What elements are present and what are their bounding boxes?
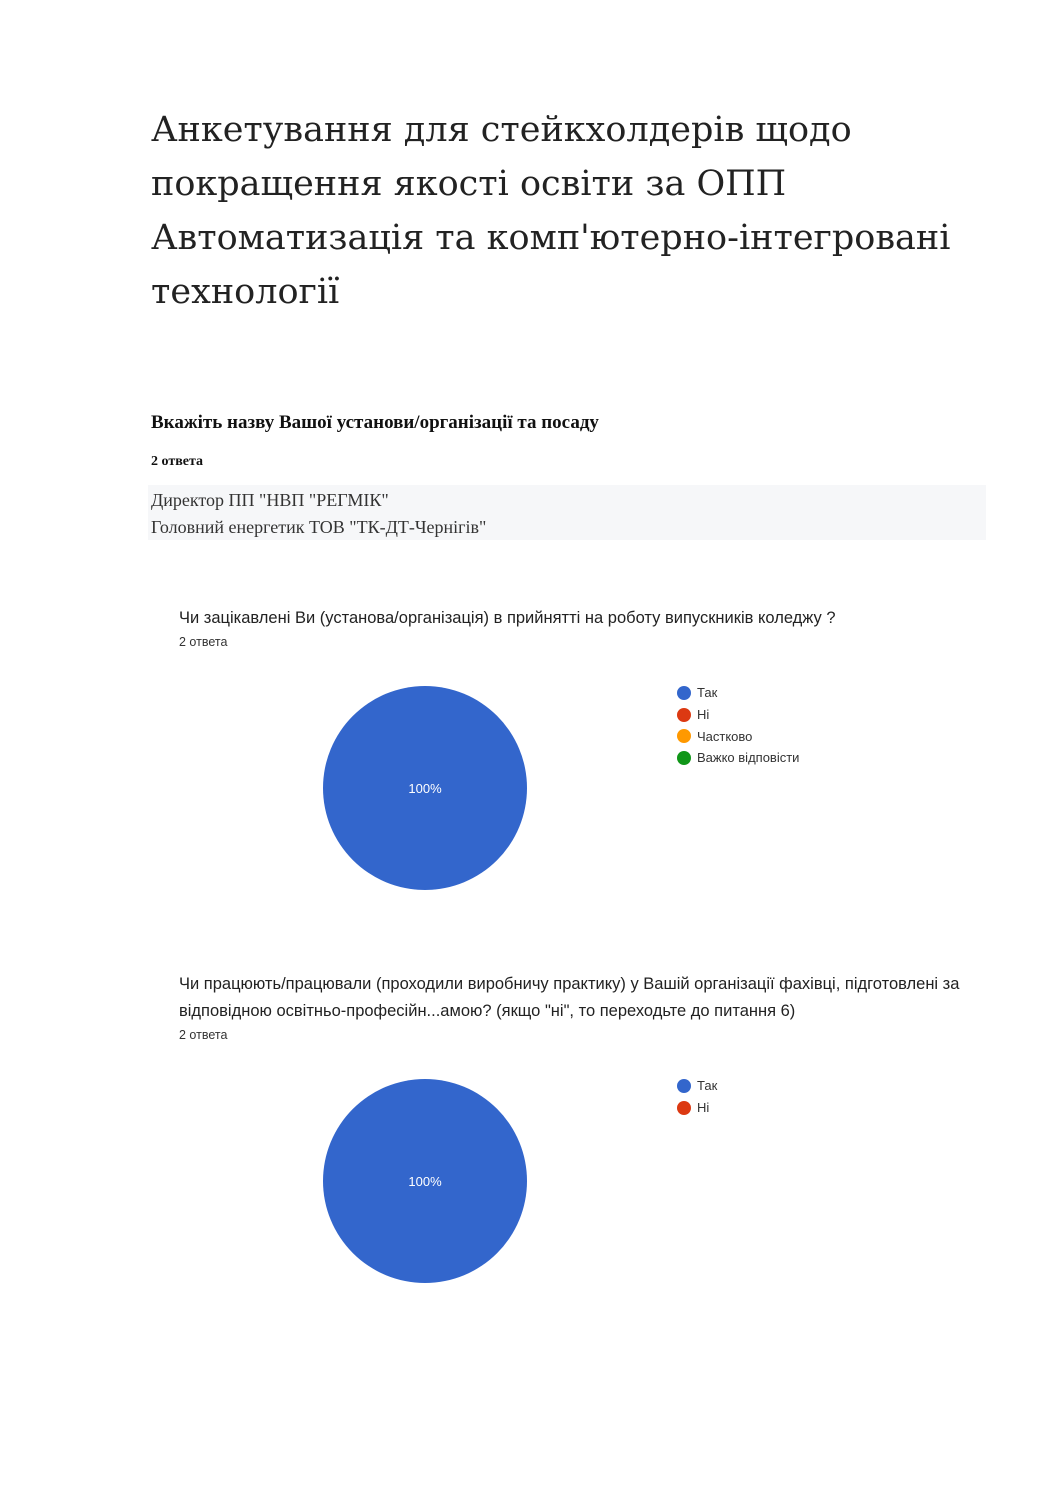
pie-slice-Так bbox=[323, 686, 527, 890]
chart-legend: Так Ні Частково Важко відповісти bbox=[677, 682, 799, 769]
legend-swatch bbox=[677, 707, 691, 722]
legend-label: Частково bbox=[697, 728, 753, 744]
legend-label: Ні bbox=[697, 1100, 710, 1116]
answers-list: Директор ПП "НВП "РЕГМІК" Головний енерг… bbox=[148, 485, 986, 540]
data-label: 100% bbox=[408, 1174, 442, 1189]
legend-swatch bbox=[677, 750, 691, 765]
chart-legend: Так Ні bbox=[677, 1075, 717, 1118]
answer-item: Головний енергетик ТОВ "ТК-ДТ-Чернігів" bbox=[151, 517, 487, 537]
data-label: 100% bbox=[408, 781, 442, 796]
pie-chart: 100% bbox=[323, 686, 527, 890]
legend-item: Ні bbox=[677, 704, 799, 726]
legend-swatch bbox=[677, 1100, 691, 1115]
legend-label: Так bbox=[697, 685, 718, 701]
chart-title: Чи працюють/працювали (проходили виробни… bbox=[179, 975, 960, 1020]
legend-item: Частково bbox=[677, 725, 799, 747]
legend-label: Так bbox=[697, 1078, 718, 1094]
legend-item: Так bbox=[677, 1075, 717, 1097]
page-title: Анкетування для стейкхолдерів щодо покра… bbox=[151, 110, 951, 312]
pie-chart: 100% bbox=[323, 1079, 527, 1283]
legend-item: Ні bbox=[677, 1097, 717, 1119]
legend-item: Важко відповісти bbox=[677, 747, 799, 769]
legend-label: Ні bbox=[697, 707, 710, 723]
chart-title: Чи зацікавлені Ви (установа/організація)… bbox=[179, 609, 836, 627]
legend-item: Так bbox=[677, 682, 799, 704]
legend-swatch bbox=[677, 729, 691, 744]
legend-swatch bbox=[677, 1078, 691, 1093]
response-count: 2 ответа bbox=[151, 454, 204, 469]
pie-slice-Так bbox=[323, 1079, 527, 1283]
legend-label: Важко відповісти bbox=[697, 750, 800, 766]
response-count: 2 ответа bbox=[179, 635, 228, 649]
answer-item: Директор ПП "НВП "РЕГМІК" bbox=[151, 490, 389, 510]
response-count: 2 ответа bbox=[179, 1028, 228, 1042]
legend-swatch bbox=[677, 685, 691, 700]
question-title: Вкажіть назву Вашої установи/організації… bbox=[151, 412, 599, 433]
